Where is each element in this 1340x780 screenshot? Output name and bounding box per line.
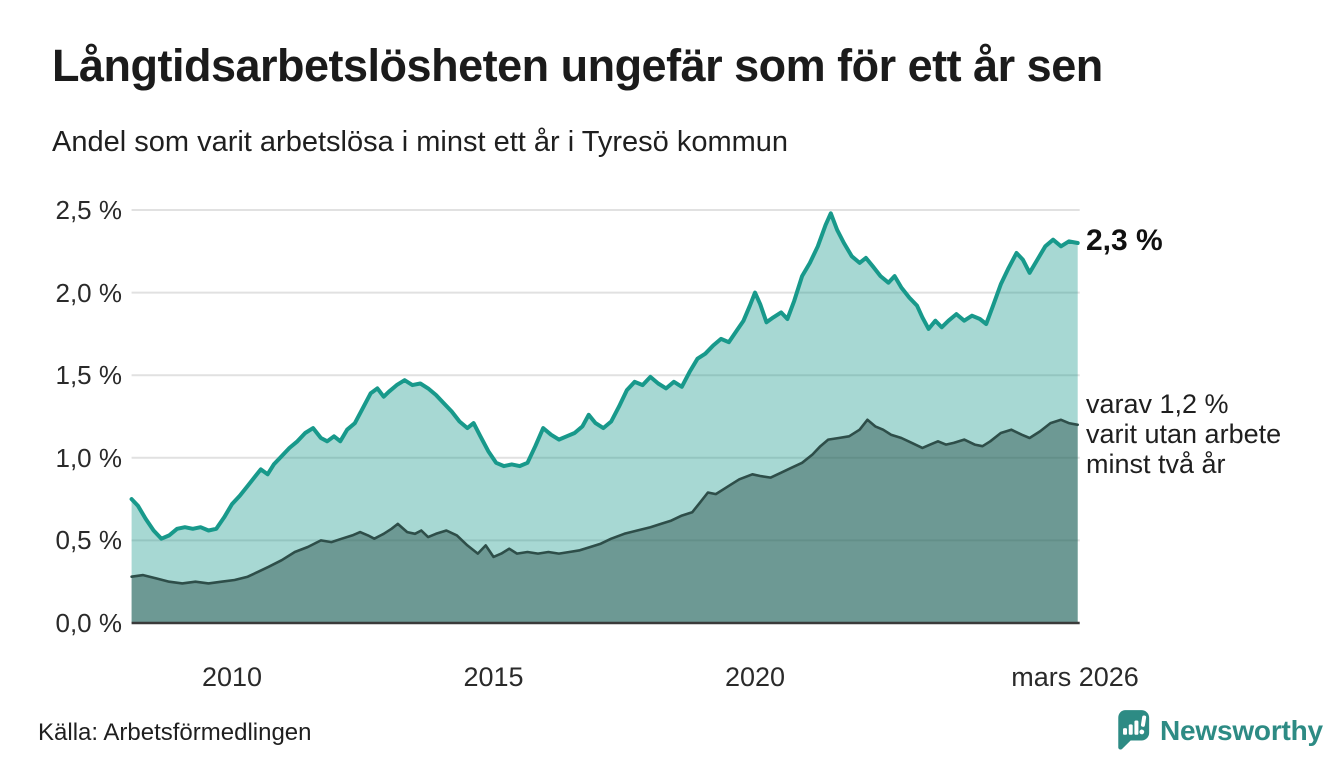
y-tick-label: 2,5 % <box>55 195 123 225</box>
secondary-annotation-line-2: varit utan arbete <box>1086 419 1282 449</box>
newsworthy-logo: Newsworthy <box>1114 707 1323 755</box>
x-tick-label: 2015 <box>463 662 524 692</box>
source-label: Källa: Arbetsförmedlingen <box>38 719 312 746</box>
y-tick-label: 1,5 % <box>55 360 123 391</box>
y-tick-label: 2,0 % <box>55 277 123 308</box>
y-tick-label: 0,5 % <box>55 525 123 556</box>
x-tick-label: mars 2026 <box>1011 662 1139 692</box>
end-value-label: 2,3 % <box>1086 224 1163 257</box>
secondary-annotation-line-3: minst två år <box>1086 449 1226 479</box>
x-tick-label: 2010 <box>201 662 263 692</box>
area-minst-tva-ar <box>131 419 1078 623</box>
newsworthy-logo-text: Newsworthy <box>1160 715 1323 746</box>
chart-subtitle: Andel som varit arbetslösa i minst ett å… <box>52 126 789 158</box>
newsworthy-logo-icon <box>1118 710 1150 750</box>
secondary-annotation: varav 1,2 % varit utan arbete minst två … <box>1086 389 1281 479</box>
line-minst-tva-ar <box>130 418 1079 585</box>
page-title: Långtidsarbetslösheten ungefär som för e… <box>52 40 1103 91</box>
secondary-annotation-line-1: varav 1,2 % <box>1086 389 1229 419</box>
x-tick-label: 2020 <box>724 662 786 692</box>
line-minst-ett-ar <box>129 211 1080 541</box>
area-minst-ett-ar <box>131 213 1078 624</box>
y-tick-label: 0,0 % <box>55 608 123 638</box>
y-tick-label: 1,0 % <box>55 442 123 473</box>
